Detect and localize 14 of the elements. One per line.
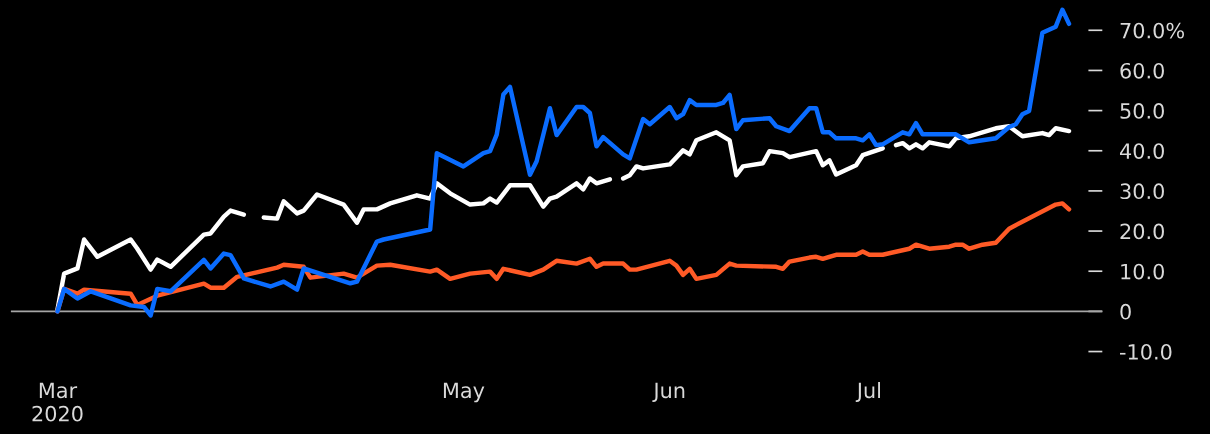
y-tick-label: 20.0 [1120, 223, 1164, 240]
y-tick-label: 10.0 [1121, 263, 1164, 280]
y-tick-label: 40.0 [1120, 143, 1164, 159]
y-tick-label: 0 [1120, 303, 1131, 320]
y-tick-label: 30.0 [1120, 183, 1164, 200]
x-tick-label: Jul [855, 382, 880, 403]
y-tick-label: 60.0 [1120, 62, 1164, 79]
y-tick-label: 70.0% [1120, 22, 1185, 39]
x-tick-label: Jun [652, 382, 685, 403]
y-tick-label: -10.0 [1120, 343, 1172, 360]
x-tick-label: Mar 2020 [32, 382, 83, 422]
line-series [55, 7, 1072, 318]
x-tick-label: May [443, 382, 485, 403]
y-tick-label: 50.0 [1120, 103, 1164, 119]
